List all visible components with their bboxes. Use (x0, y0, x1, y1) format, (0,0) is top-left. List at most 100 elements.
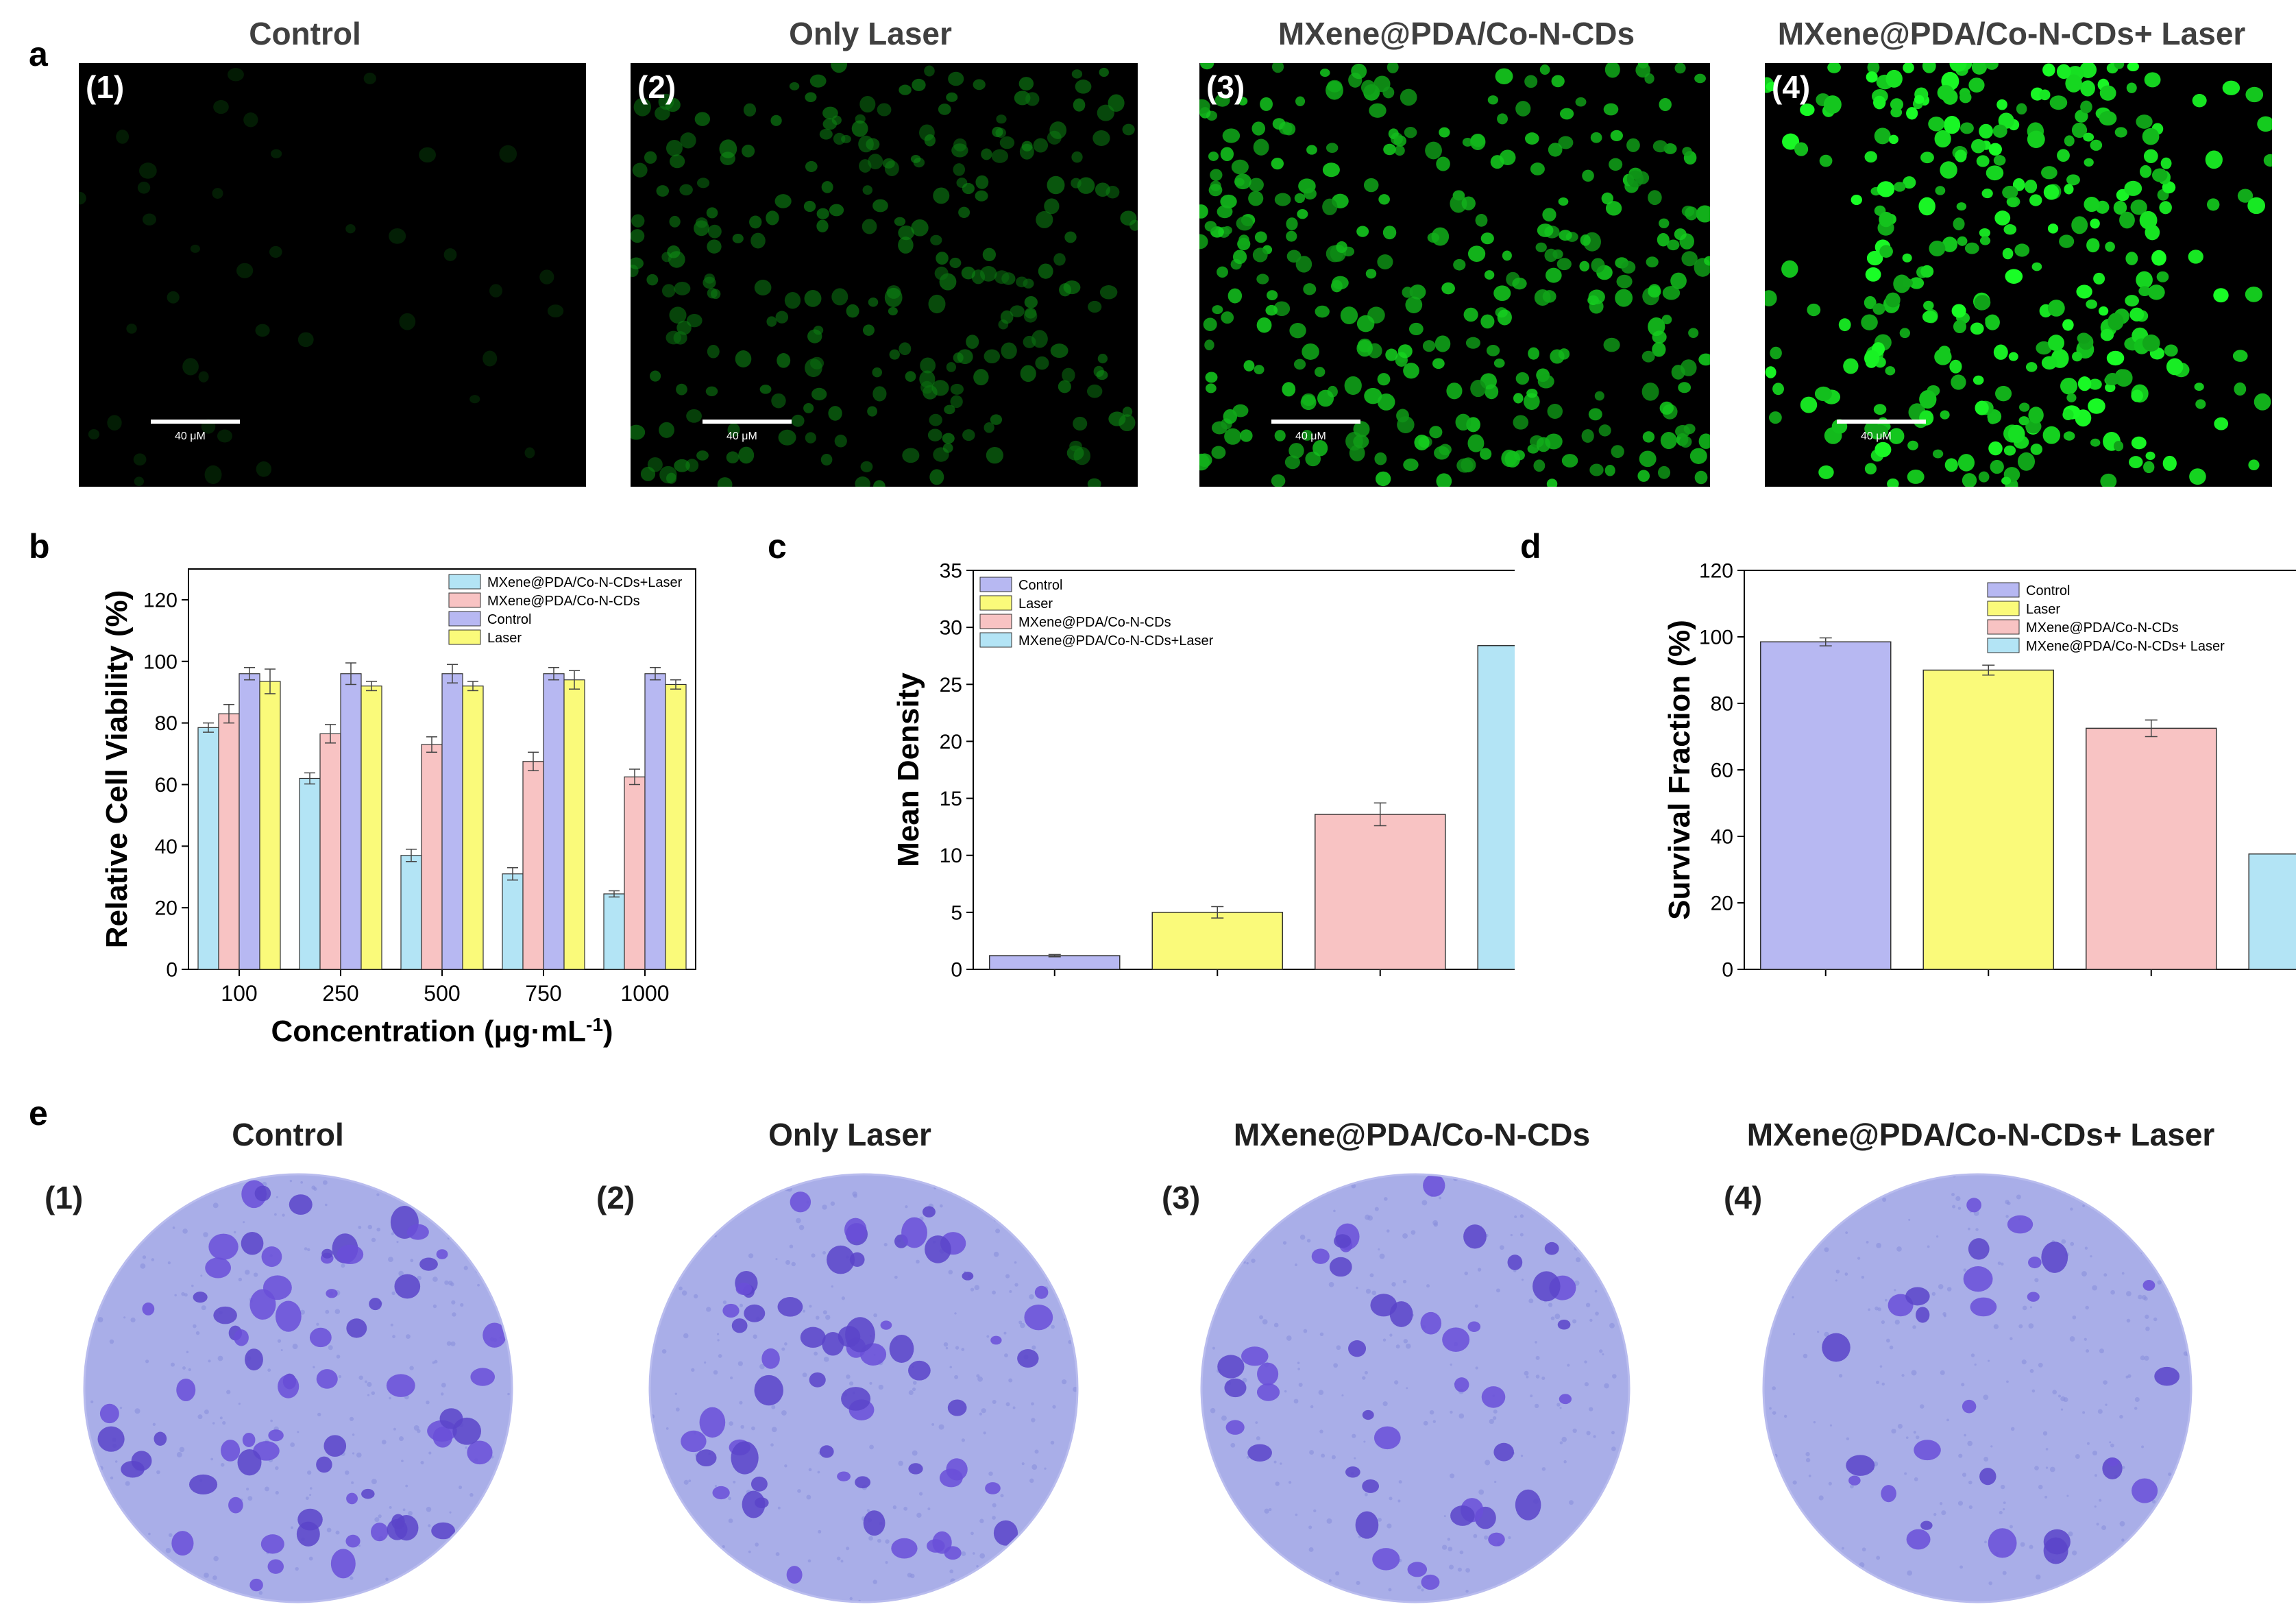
dish-speckle (740, 1425, 744, 1429)
dish-speckle (1464, 1271, 1468, 1276)
cell-3 (1524, 132, 1539, 145)
c-bar (989, 955, 1121, 970)
d-legend-label: Control (2026, 583, 2070, 598)
cell-3 (1434, 446, 1450, 460)
dish-speckle (1874, 1306, 1879, 1311)
dish-speckle (245, 1270, 250, 1275)
cell-3 (1524, 75, 1538, 88)
cell-2 (877, 103, 892, 117)
dish-speckle (1494, 1480, 1497, 1483)
cell-3 (1465, 337, 1480, 349)
cell-3 (1409, 284, 1426, 300)
cell-1 (483, 350, 498, 367)
dish-speckle (1912, 1325, 1916, 1329)
colony (1389, 1301, 1413, 1327)
dish-speckle (463, 1265, 468, 1270)
b-bar (441, 673, 463, 970)
dish-speckle (2021, 1359, 2027, 1365)
colony (2028, 1257, 2042, 1269)
colony (761, 1348, 780, 1369)
cell-3 (1479, 448, 1492, 460)
dish-speckle (212, 1422, 215, 1425)
dish-speckle (670, 1508, 676, 1514)
b-bar (319, 733, 341, 970)
cell-4 (1818, 465, 1834, 479)
dish-speckle (2188, 1222, 2191, 1228)
cell-4 (2090, 218, 2100, 229)
cell-2 (882, 158, 895, 169)
colony (2027, 1292, 2040, 1302)
colony (237, 1449, 262, 1476)
cell-4 (2159, 201, 2172, 215)
dish-speckle (275, 1490, 279, 1495)
cell-2 (706, 207, 718, 219)
dish-speckle (1031, 1583, 1036, 1588)
dish-speckle (1448, 1547, 1453, 1551)
dish-speckle (1354, 1457, 1356, 1459)
cell-3 (1208, 184, 1223, 197)
dish-rim-4 (1762, 1173, 2193, 1603)
dish-speckle (1063, 1196, 1068, 1202)
cell-4 (2019, 402, 2030, 412)
dish-speckle (1908, 1218, 1911, 1221)
dish-speckle (148, 1532, 151, 1536)
cell-2 (707, 239, 722, 254)
dish-speckle (1293, 1398, 1299, 1404)
dish-speckle (1774, 1600, 1778, 1602)
dish-speckle (892, 1505, 897, 1510)
fluorescence-cells-3 (1199, 63, 1710, 487)
cell-4 (1864, 295, 1877, 310)
cell-2 (905, 371, 916, 382)
cell-3 (1272, 118, 1286, 130)
colony (1463, 1224, 1487, 1249)
b-ytick-label: 20 (155, 897, 178, 920)
cell-4 (1888, 428, 1905, 444)
dish-speckle (1052, 1405, 1056, 1409)
dish-speckle (940, 1204, 943, 1208)
dish-speckle (713, 1370, 718, 1375)
dish-speckle (1217, 1575, 1221, 1580)
cell-4 (2105, 241, 2115, 252)
cell-2 (631, 214, 645, 228)
dish-number-1: (1) (45, 1180, 84, 1215)
dish-speckle (1580, 1595, 1584, 1599)
cell-4 (2145, 224, 2160, 241)
dish-speckle (220, 1463, 225, 1467)
colony (754, 1374, 783, 1406)
cell-2 (829, 204, 844, 217)
cell-4 (1949, 359, 1962, 374)
dish-speckle (499, 1183, 503, 1187)
cell-3 (1582, 169, 1594, 182)
dish-speckle (2020, 1542, 2025, 1547)
cell-4 (2088, 378, 2102, 390)
cell-3 (1674, 63, 1686, 74)
d-ytick-label: 100 (1699, 627, 1733, 649)
dish-speckle (512, 1440, 514, 1443)
tile-number-3: (3) (1206, 69, 1245, 105)
cell-4 (2162, 455, 2177, 471)
d-legend-label: MXene@PDA/Co-N-CDs (2026, 620, 2179, 635)
cell-3 (1581, 428, 1594, 443)
cell-3 (1688, 328, 1699, 338)
cell-3 (1394, 145, 1405, 156)
b-legend-swatch (448, 592, 481, 608)
dish-speckle (979, 1412, 982, 1416)
cell-4 (1914, 95, 1925, 104)
b-legend-label: MXene@PDA/Co-N-CDs (487, 594, 640, 609)
cell-3 (1657, 465, 1671, 479)
b-bar (502, 873, 524, 970)
cell-4 (2145, 451, 2155, 461)
colony (289, 1194, 313, 1215)
cell-4 (1902, 278, 1913, 288)
dish-speckle (2070, 1241, 2075, 1246)
dish-speckle (1554, 1313, 1561, 1320)
dish-speckle (233, 1231, 236, 1234)
dish-speckle (974, 1285, 980, 1290)
dish-speckle (2029, 1306, 2032, 1309)
dish-speckle (961, 1438, 966, 1442)
panel-a-letter: a (29, 35, 48, 73)
colony (908, 1360, 931, 1381)
dish-speckle (1613, 1494, 1616, 1497)
dish-speckle (477, 1283, 480, 1287)
